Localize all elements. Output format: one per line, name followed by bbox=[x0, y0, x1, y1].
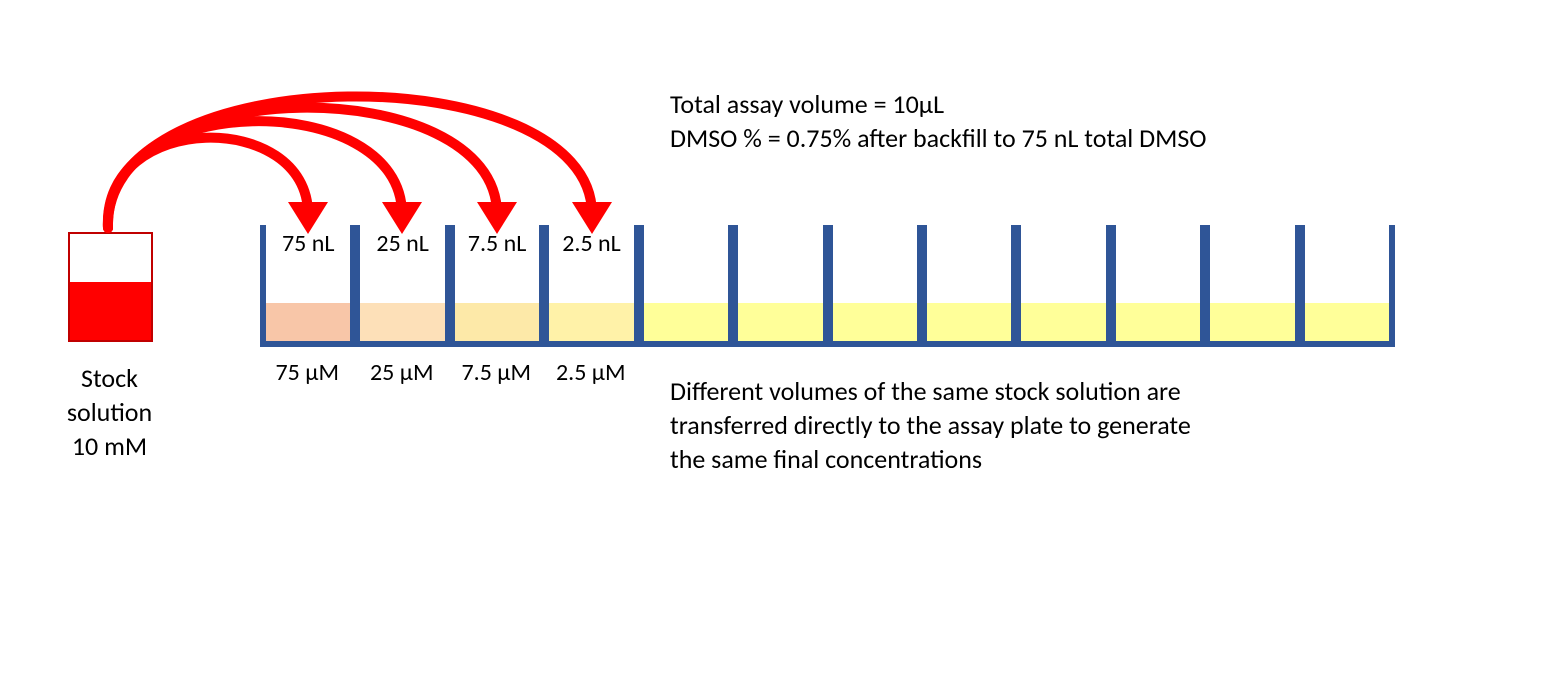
transfer-arrow bbox=[108, 96, 592, 228]
transfer-arrow bbox=[108, 121, 402, 228]
transfer-arrows bbox=[0, 0, 1545, 681]
transfer-arrow bbox=[108, 138, 308, 228]
